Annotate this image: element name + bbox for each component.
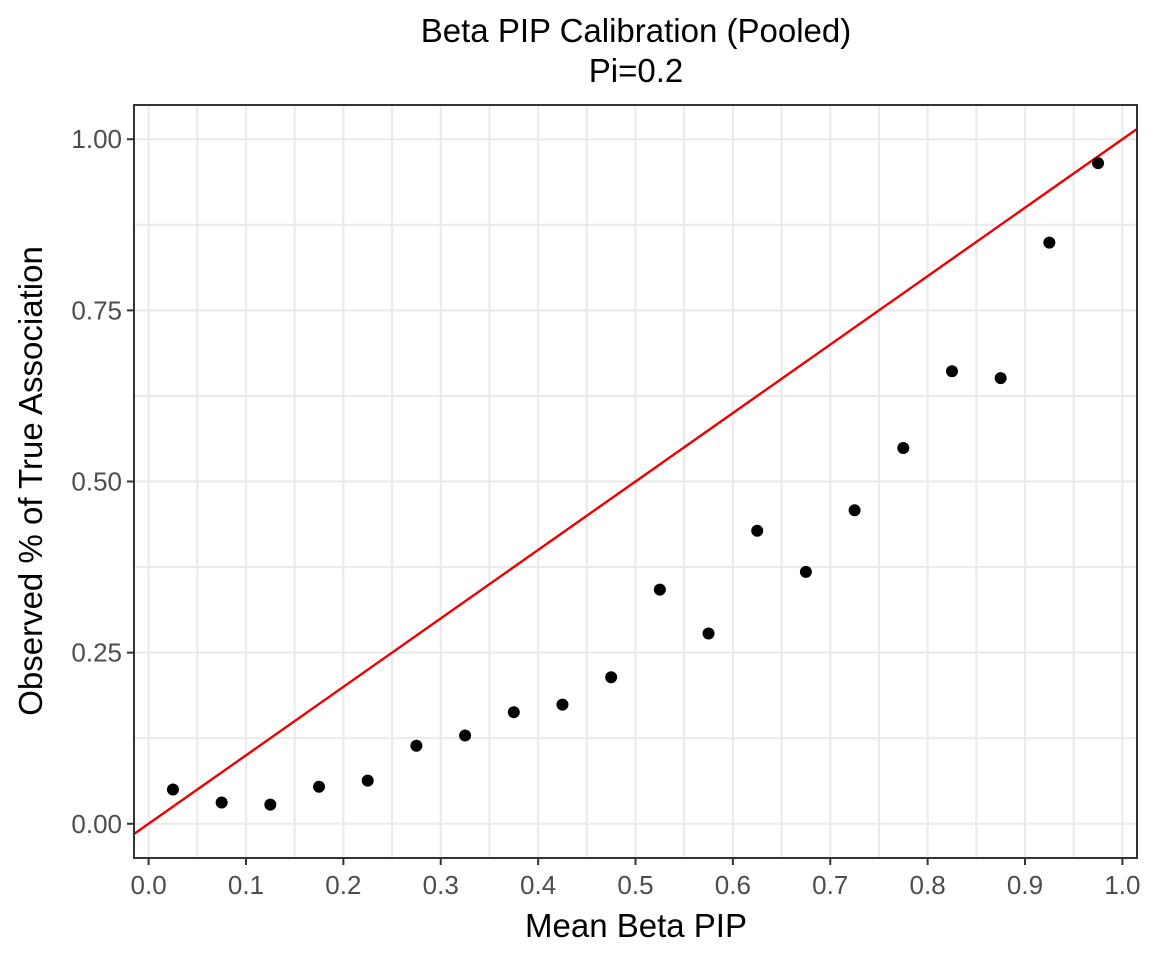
data-point — [605, 671, 618, 684]
x-tick-label: 0.2 — [325, 870, 361, 900]
x-axis: 0.0 0.1 0.2 0.3 0.4 0.5 0.6 0.7 0.8 0.9 1.0 — [131, 858, 1140, 900]
data-point — [994, 372, 1007, 385]
data-point — [166, 783, 179, 796]
data-point — [507, 706, 520, 719]
x-tick-label: 0.1 — [228, 870, 264, 900]
x-tick-label: 0.6 — [715, 870, 751, 900]
data-point — [945, 365, 958, 378]
x-axis-title: Mean Beta PIP — [525, 907, 747, 944]
data-point — [459, 729, 472, 742]
data-point — [897, 441, 910, 454]
chart-subtitle: Pi=0.2 — [589, 52, 684, 89]
data-point — [361, 774, 374, 787]
data-point — [556, 698, 569, 711]
data-point — [313, 780, 326, 793]
data-point — [264, 798, 277, 811]
x-tick-label: 0.4 — [520, 870, 556, 900]
grid-lines — [134, 105, 1137, 858]
identity-reference-line — [133, 127, 1138, 836]
x-tick-label: 0.0 — [131, 870, 167, 900]
chart-title: Beta PIP Calibration (Pooled) — [421, 12, 851, 49]
x-tick-label: 0.5 — [617, 870, 653, 900]
data-point — [799, 565, 812, 578]
data-point — [848, 504, 861, 517]
x-tick-label: 0.9 — [1007, 870, 1043, 900]
x-tick-label: 0.7 — [812, 870, 848, 900]
data-point — [653, 583, 666, 596]
y-axis-title: Observed % of True Association — [12, 246, 49, 716]
data-point — [751, 524, 764, 537]
data-point — [410, 739, 423, 752]
y-tick-label: 0.25 — [71, 638, 122, 668]
data-points — [166, 157, 1105, 811]
data-point — [1092, 157, 1105, 170]
x-tick-label: 1.0 — [1104, 870, 1140, 900]
y-tick-label: 0.50 — [71, 467, 122, 497]
y-axis: 0.00 0.25 0.50 0.75 1.00 — [71, 124, 134, 839]
data-point — [215, 796, 228, 809]
y-tick-label: 1.00 — [71, 124, 122, 154]
x-tick-label: 0.3 — [423, 870, 459, 900]
x-tick-label: 0.8 — [910, 870, 946, 900]
plot-panel — [133, 104, 1138, 859]
data-point — [702, 627, 715, 640]
data-point — [1043, 236, 1056, 249]
y-tick-label: 0.00 — [71, 809, 122, 839]
y-tick-label: 0.75 — [71, 295, 122, 325]
